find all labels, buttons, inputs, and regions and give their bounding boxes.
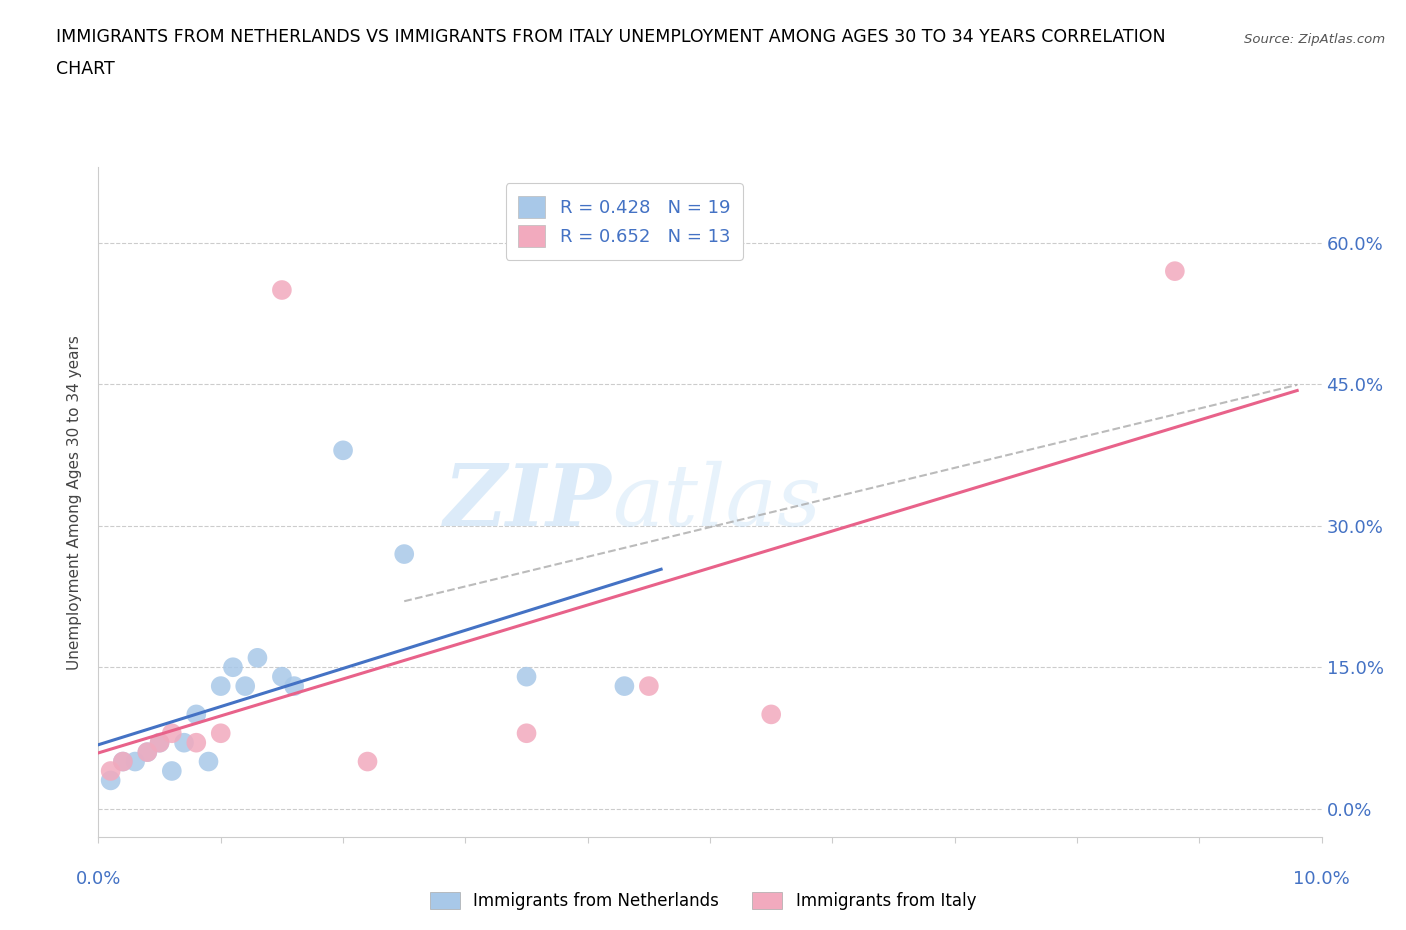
Point: [149, 736, 172, 751]
Text: ZIP: ZIP: [444, 460, 612, 544]
Point: [160, 764, 183, 778]
Point: [160, 725, 183, 740]
Point: [124, 754, 146, 769]
Point: [186, 736, 208, 751]
Legend: Immigrants from Netherlands, Immigrants from Italy: Immigrants from Netherlands, Immigrants …: [423, 885, 983, 917]
Point: [356, 754, 378, 769]
Point: [173, 736, 195, 751]
Text: 0.0%: 0.0%: [76, 870, 121, 887]
Point: [100, 764, 122, 778]
Point: [270, 283, 294, 298]
Text: IMMIGRANTS FROM NETHERLANDS VS IMMIGRANTS FROM ITALY UNEMPLOYMENT AMONG AGES 30 : IMMIGRANTS FROM NETHERLANDS VS IMMIGRANT…: [56, 28, 1166, 46]
Point: [111, 754, 134, 769]
Point: [111, 754, 134, 769]
Point: [149, 736, 172, 751]
Point: [100, 773, 122, 788]
Y-axis label: Unemployment Among Ages 30 to 34 years: Unemployment Among Ages 30 to 34 years: [67, 335, 83, 670]
Point: [209, 725, 232, 740]
Text: CHART: CHART: [56, 60, 115, 78]
Point: [270, 670, 294, 684]
Point: [516, 725, 538, 740]
Point: [761, 707, 783, 722]
Text: 10.0%: 10.0%: [1294, 870, 1350, 887]
Point: [233, 679, 256, 694]
Point: [246, 650, 269, 665]
Point: [638, 679, 661, 694]
Legend: R = 0.428   N = 19, R = 0.652   N = 13: R = 0.428 N = 19, R = 0.652 N = 13: [506, 183, 742, 259]
Point: [186, 707, 208, 722]
Point: [136, 745, 159, 760]
Point: [392, 547, 416, 562]
Text: atlas: atlas: [612, 461, 821, 543]
Point: [136, 745, 159, 760]
Point: [222, 659, 245, 674]
Point: [209, 679, 232, 694]
Point: [1164, 264, 1187, 279]
Point: [197, 754, 219, 769]
Point: [613, 679, 636, 694]
Point: [516, 670, 538, 684]
Point: [283, 679, 305, 694]
Text: Source: ZipAtlas.com: Source: ZipAtlas.com: [1244, 33, 1385, 46]
Point: [332, 443, 354, 458]
